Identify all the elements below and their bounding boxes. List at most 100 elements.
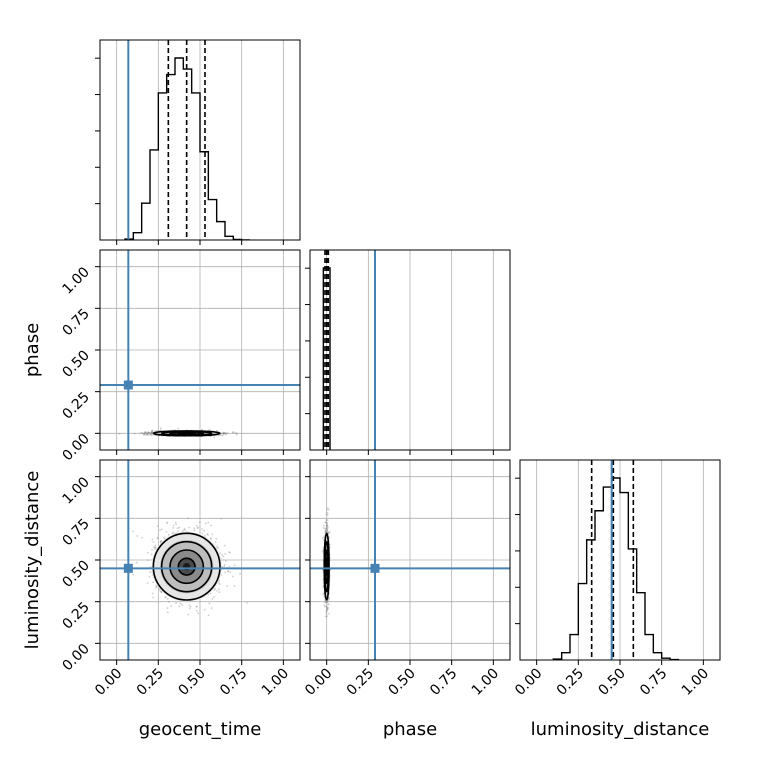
sample-point bbox=[221, 565, 224, 568]
sample-point bbox=[213, 589, 216, 591]
sample-point bbox=[155, 586, 158, 589]
sample-point bbox=[326, 522, 329, 525]
sample-point bbox=[326, 508, 328, 511]
sample-point bbox=[226, 570, 229, 573]
sample-point bbox=[222, 432, 225, 435]
sample-point bbox=[326, 599, 329, 602]
y-tick-label: 0.50 bbox=[59, 348, 92, 381]
y-tick-label: 1.00 bbox=[59, 264, 92, 297]
truth-marker bbox=[123, 563, 133, 573]
sample-point bbox=[326, 606, 329, 609]
sample-point bbox=[166, 611, 169, 614]
sample-point bbox=[225, 432, 228, 434]
sample-point bbox=[166, 521, 169, 524]
sample-point bbox=[232, 431, 234, 434]
sample-point bbox=[201, 532, 204, 535]
sample-point bbox=[197, 612, 200, 615]
sample-point bbox=[160, 591, 163, 594]
sample-point bbox=[139, 432, 142, 434]
sample-point bbox=[219, 434, 222, 437]
sample-point bbox=[147, 434, 150, 436]
contour-line bbox=[152, 532, 221, 601]
sample-point bbox=[211, 598, 214, 600]
sample-point bbox=[166, 598, 169, 600]
xlabel-geocent-time: geocent_time bbox=[139, 719, 262, 740]
x-tick-label: 0.25 bbox=[344, 666, 377, 699]
sample-point bbox=[325, 601, 328, 604]
sample-point bbox=[189, 605, 192, 608]
sample-point bbox=[325, 612, 328, 615]
sample-point bbox=[324, 600, 327, 603]
sample-point bbox=[229, 571, 232, 574]
sample-point bbox=[151, 431, 154, 434]
sample-point bbox=[151, 548, 153, 551]
sample-point bbox=[159, 427, 162, 430]
panel-2d-geocent-time-vs-luminosity-distance: 0.00 0.25 0.50 0.75 1.000.000.250.500.751.00 bbox=[59, 459, 301, 699]
sample-point bbox=[325, 524, 328, 527]
sample-point bbox=[204, 522, 207, 525]
sample-point bbox=[146, 431, 149, 434]
sample-point bbox=[217, 581, 220, 584]
sample-point bbox=[156, 537, 159, 540]
x-tick-label: 0.75 bbox=[427, 666, 460, 699]
sample-point bbox=[204, 534, 206, 537]
y-tick-label: 0.00 bbox=[59, 641, 92, 674]
sample-point bbox=[165, 531, 168, 534]
y-tick-label: 0.25 bbox=[59, 389, 92, 422]
sample-point bbox=[174, 521, 177, 524]
sample-point bbox=[322, 539, 325, 542]
panel-2d-phase-vs-luminosity-distance: 0.00 0.25 0.50 0.75 1.00 bbox=[302, 459, 511, 699]
hist-area bbox=[124, 40, 250, 240]
sample-point bbox=[163, 537, 166, 540]
y-tick-label: 0.50 bbox=[59, 558, 92, 591]
sample-point bbox=[324, 599, 326, 601]
sample-point bbox=[146, 431, 149, 434]
sample-point bbox=[231, 575, 234, 578]
sample-point bbox=[228, 565, 231, 568]
sample-point bbox=[151, 538, 154, 541]
sample-point bbox=[141, 432, 144, 435]
sample-point bbox=[150, 430, 153, 432]
sample-point bbox=[324, 521, 327, 524]
sample-point bbox=[233, 585, 236, 587]
sample-point bbox=[327, 508, 330, 511]
x-tick-label: 1.00 bbox=[679, 666, 712, 699]
sample-point bbox=[210, 524, 212, 527]
sample-point bbox=[325, 606, 328, 608]
sample-point bbox=[151, 429, 154, 432]
sample-point bbox=[156, 537, 159, 539]
sample-point bbox=[197, 526, 200, 529]
y-tick-label: 0.25 bbox=[59, 599, 92, 632]
sample-point bbox=[326, 514, 329, 516]
sample-point bbox=[328, 596, 330, 599]
contour-line bbox=[169, 549, 205, 585]
sample-point bbox=[135, 561, 138, 564]
sample-point bbox=[324, 531, 327, 534]
panels: 0.00 0.25 0.50 0.75 1.000.000.250.500.751.00… bbox=[59, 39, 721, 699]
sample-point bbox=[222, 555, 225, 558]
sample-point bbox=[218, 434, 220, 437]
sample-point bbox=[221, 434, 224, 437]
sample-point bbox=[218, 579, 221, 582]
sample-point bbox=[207, 614, 210, 617]
sample-point bbox=[326, 600, 329, 603]
sample-point bbox=[151, 431, 153, 433]
density-area bbox=[310, 460, 510, 660]
panel-hist-geocent-time bbox=[95, 39, 301, 245]
sample-point bbox=[228, 551, 230, 553]
sample-point bbox=[210, 607, 213, 610]
sample-point bbox=[176, 527, 179, 530]
sample-point bbox=[224, 432, 226, 435]
xlabel-luminosity-distance: luminosity_distance bbox=[531, 719, 710, 740]
sample-point bbox=[155, 585, 158, 588]
y-axis-labels: phase luminosity_distance bbox=[22, 323, 43, 650]
panel-hist-phase bbox=[305, 249, 511, 455]
sample-point bbox=[160, 540, 163, 542]
sample-point bbox=[326, 507, 329, 509]
contour-line bbox=[177, 431, 196, 435]
sample-point bbox=[322, 593, 324, 596]
sample-point bbox=[223, 544, 226, 547]
sample-point bbox=[326, 610, 329, 612]
ylabel-luminosity-distance: luminosity_distance bbox=[22, 471, 43, 650]
sample-point bbox=[198, 521, 201, 524]
